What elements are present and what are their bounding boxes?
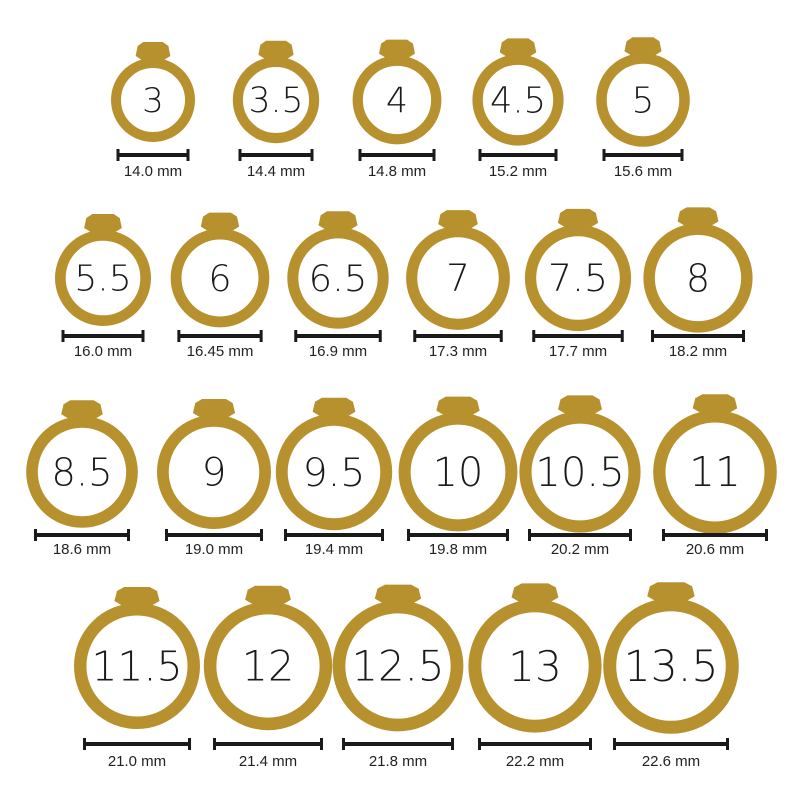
gem-icon — [114, 587, 160, 615]
gem-icon — [677, 207, 719, 234]
diameter-label: 19.4 mm — [305, 541, 363, 558]
ring-size-8.5: 8.5 18.6 mm — [26, 400, 138, 558]
ring-size-number: 11.5 — [91, 642, 182, 690]
gem-icon — [499, 38, 537, 64]
ring-size-6.5: 6.5 16.9 mm — [287, 211, 389, 360]
gem-icon — [318, 211, 358, 238]
ring-size-number: 8.5 — [51, 451, 112, 496]
ring-size-3.5: 3.5 14.4 mm — [232, 40, 320, 180]
ring-size-12.5: 12.5 21.8 mm — [332, 584, 464, 770]
ring-size-3: 3 14.0 mm — [111, 42, 195, 180]
ring-size-4: 4 14.8 mm — [352, 39, 442, 180]
gem-icon — [438, 210, 478, 237]
ring-size-10: 10 19.8 mm — [398, 396, 518, 558]
diameter-label: 18.6 mm — [53, 541, 111, 558]
ring-size-9: 9 19.0 mm — [157, 399, 271, 558]
diameter-label: 14.4 mm — [247, 163, 305, 180]
gem-icon — [558, 395, 602, 423]
gem-icon — [511, 583, 559, 611]
gem-icon — [647, 582, 695, 610]
gem-icon — [374, 584, 422, 613]
ring-size-number: 11 — [689, 448, 741, 496]
ring-size-10.5: 10.5 20.2 mm — [519, 395, 641, 558]
ring-size-number: 3.5 — [249, 81, 304, 121]
gem-icon — [61, 400, 103, 427]
diameter-label: 21.4 mm — [239, 753, 297, 770]
gem-icon — [624, 37, 662, 63]
diameter-label: 14.0 mm — [124, 163, 182, 180]
ring-size-11.5: 11.5 21.0 mm — [73, 587, 201, 770]
ring-size-13.5: 13.5 22.6 mm — [603, 582, 739, 770]
gem-icon — [84, 214, 122, 240]
ring-size-number: 9 — [202, 451, 227, 496]
ring-size-number: 3 — [142, 81, 164, 121]
ring-size-number: 8 — [686, 257, 710, 301]
ring-size-8: 8 18.2 mm — [643, 207, 753, 360]
diameter-label: 19.8 mm — [429, 541, 487, 558]
gem-icon — [135, 42, 171, 67]
ring-size-4.5: 4.5 15.2 mm — [472, 38, 564, 180]
diameter-label: 15.2 mm — [489, 163, 547, 180]
ring-size-11: 11 20.6 mm — [653, 394, 777, 558]
ring-size-number: 6 — [208, 257, 231, 300]
gem-icon — [436, 396, 480, 424]
diameter-label: 17.3 mm — [429, 343, 487, 360]
diameter-label: 20.2 mm — [551, 541, 609, 558]
ring-size-7.5: 7.5 17.7 mm — [524, 208, 632, 360]
ring-size-number: 13 — [508, 642, 562, 691]
ring-size-number: 10.5 — [535, 450, 624, 496]
diameter-label: 22.6 mm — [642, 753, 700, 770]
diameter-label: 18.2 mm — [669, 343, 727, 360]
diameter-label: 16.0 mm — [74, 343, 132, 360]
gem-icon — [312, 397, 356, 425]
ring-size-number: 10 — [433, 450, 484, 496]
diameter-label: 16.45 mm — [187, 343, 254, 360]
ring-size-number: 12.5 — [351, 642, 444, 691]
diameter-label: 15.6 mm — [614, 163, 672, 180]
ring-size-number: 13.5 — [624, 642, 719, 692]
gem-icon — [557, 208, 599, 236]
diameter-label: 14.8 mm — [368, 163, 426, 180]
ring-size-number: 12 — [242, 642, 295, 690]
gem-icon — [245, 585, 291, 614]
gem-icon — [692, 394, 738, 422]
ring-size-number: 9.5 — [303, 450, 366, 496]
diameter-label: 20.6 mm — [686, 541, 744, 558]
diameter-label: 21.0 mm — [108, 753, 166, 770]
ring-size-12: 12 21.4 mm — [203, 585, 333, 770]
ring-size-number: 4.5 — [490, 80, 546, 121]
ring-size-number: 5.5 — [74, 259, 131, 300]
gem-icon — [192, 399, 236, 426]
diameter-label: 19.0 mm — [185, 541, 243, 558]
diameter-label: 17.7 mm — [549, 343, 607, 360]
ring-size-9.5: 9.5 19.4 mm — [275, 397, 393, 558]
diameter-label: 16.9 mm — [309, 343, 367, 360]
ring-size-5.5: 5.5 16.0 mm — [54, 214, 152, 360]
gem-icon — [200, 212, 240, 239]
gem-icon — [379, 39, 415, 65]
ring-size-7: 7 17.3 mm — [406, 210, 510, 360]
diameter-label: 21.8 mm — [369, 753, 427, 770]
ring-size-number: 6.5 — [309, 257, 368, 300]
gem-icon — [258, 40, 294, 66]
ring-size-number: 5 — [632, 80, 655, 121]
ring-size-number: 4 — [386, 81, 408, 121]
ring-size-13: 13 22.2 mm — [468, 583, 602, 770]
ring-size-5: 5 15.6 mm — [596, 37, 690, 180]
ring-size-number: 7 — [446, 256, 470, 300]
diameter-label: 22.2 mm — [506, 753, 564, 770]
ring-size-number: 7.5 — [548, 256, 608, 300]
ring-size-6: 6 16.45 mm — [170, 212, 270, 360]
